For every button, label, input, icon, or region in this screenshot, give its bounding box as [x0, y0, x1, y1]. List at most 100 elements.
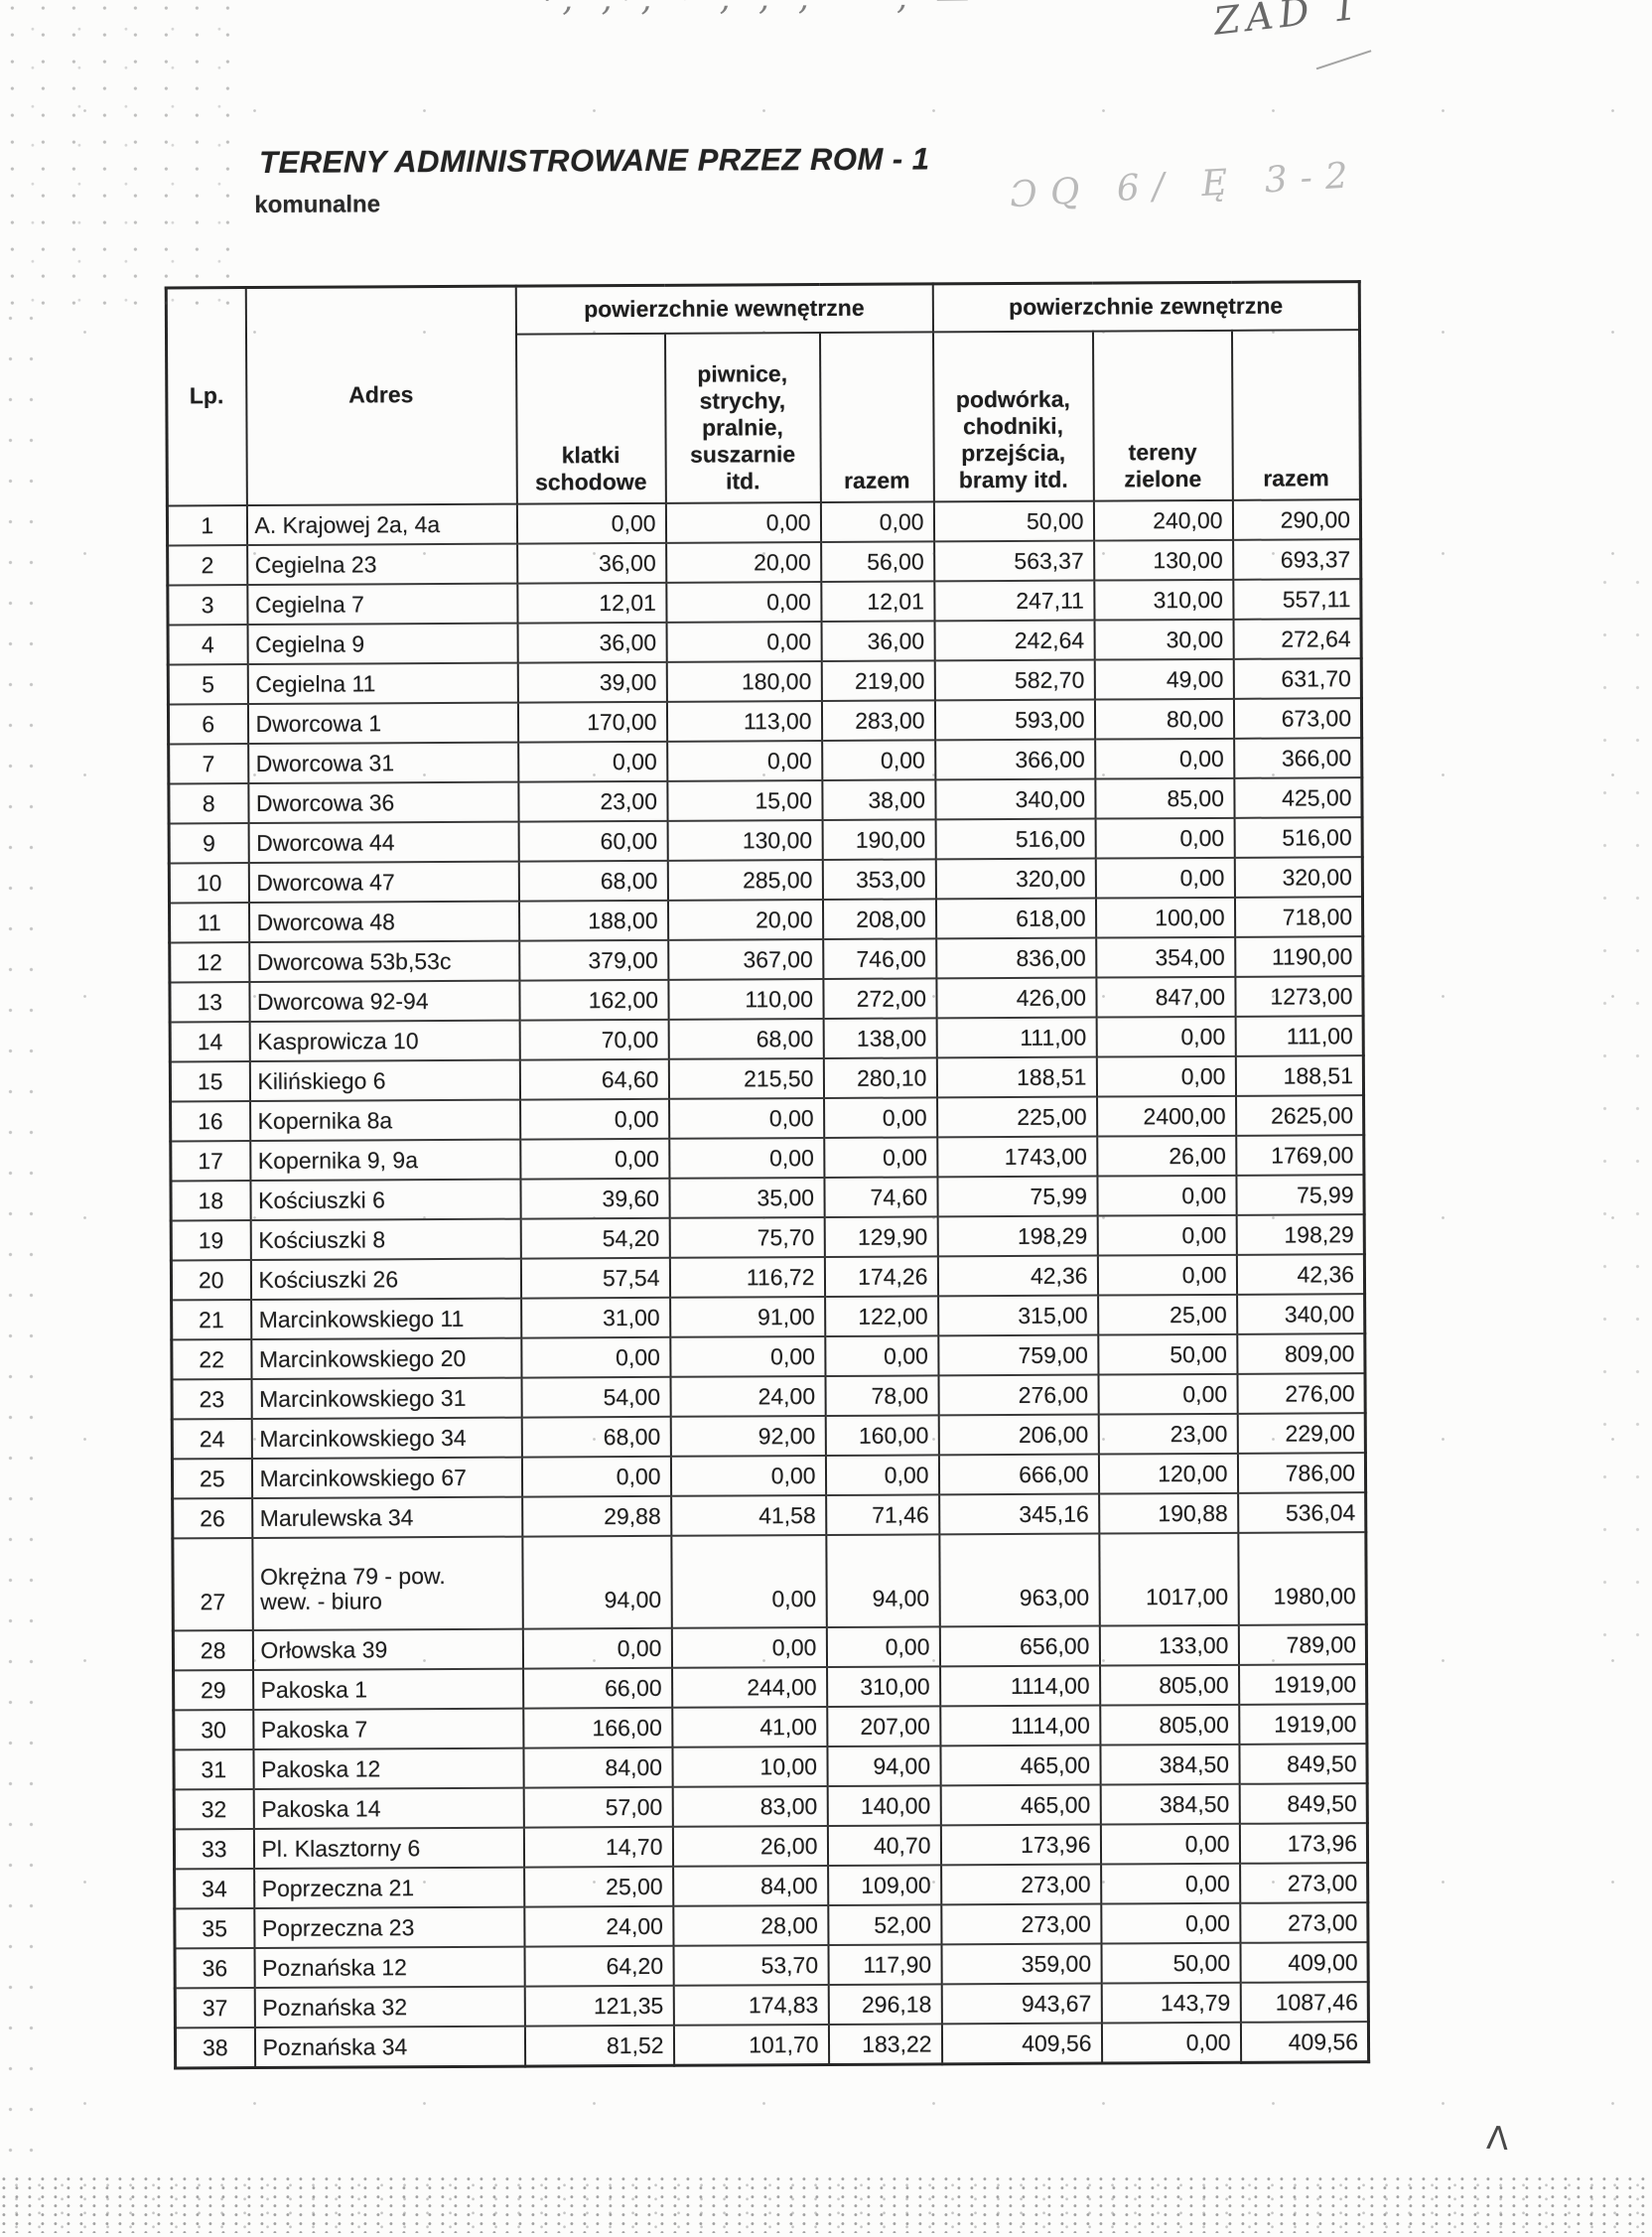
- area-value-cell: 100,00: [1095, 897, 1235, 938]
- address-cell: Pakoska 14: [253, 1787, 524, 1830]
- area-value-cell: 56,00: [820, 541, 934, 583]
- area-value-cell: 39,00: [517, 661, 667, 703]
- area-value-cell: 52,00: [827, 1904, 942, 1945]
- area-value-cell: 166,00: [522, 1707, 672, 1748]
- area-value-cell: 310,00: [826, 1666, 940, 1707]
- address-cell: Dworcowa 48: [248, 901, 519, 943]
- area-value-cell: 229,00: [1237, 1413, 1366, 1454]
- area-value-cell: 367,00: [667, 939, 823, 980]
- table-row: 37 Poznańska 32 121,35 174,83 296,18 943,67 14…: [175, 1982, 1369, 2028]
- address-cell: Kopernika 9, 9a: [249, 1139, 520, 1182]
- area-value-cell: 242,64: [934, 620, 1095, 661]
- area-value-cell: 180,00: [666, 661, 822, 702]
- area-value-cell: 208,00: [822, 899, 936, 940]
- area-value-cell: 20,00: [667, 900, 823, 940]
- area-value-cell: 190,88: [1098, 1492, 1238, 1534]
- area-value-cell: 272,00: [822, 978, 937, 1020]
- area-value-cell: 2400,00: [1096, 1095, 1236, 1137]
- address-cell: Pakoska 7: [252, 1708, 523, 1750]
- area-value-cell: 57,54: [520, 1257, 670, 1299]
- table-row: 5 Cegielna 11 39,00 180,00 219,00 582,70 49,00…: [168, 658, 1362, 705]
- row-number-cell: 11: [169, 903, 249, 943]
- handwriting-zad-label: ZAD 1: [1211, 0, 1365, 44]
- address-cell: Dworcowa 44: [248, 821, 519, 864]
- area-value-cell: 0,00: [668, 1138, 824, 1179]
- row-number-cell: 2: [167, 545, 247, 586]
- area-value-cell: 78,00: [824, 1375, 939, 1416]
- area-value-cell: 1017,00: [1098, 1532, 1239, 1626]
- row-number-cell: 18: [170, 1181, 251, 1221]
- area-value-cell: 0,00: [668, 1098, 824, 1139]
- area-value-cell: 109,00: [827, 1865, 941, 1905]
- row-number-cell: 31: [173, 1749, 254, 1790]
- area-value-cell: 593,00: [934, 699, 1095, 741]
- table-row: 21 Marcinkowskiego 11 31,00 91,00 122,00 315,…: [171, 1294, 1365, 1340]
- table-row: 11 Dworcowa 48 188,00 20,00 208,00 618,00 100,…: [169, 897, 1363, 943]
- table-row: 33 Pl. Klasztorny 6 14,70 26,00 40,70 173,96 0…: [174, 1823, 1368, 1870]
- area-value-cell: 2625,00: [1235, 1095, 1364, 1136]
- area-value-cell: 50,00: [1101, 1942, 1241, 1984]
- header-podworka-chodniki: podwórka, chodniki, przejścia, bramy itd…: [932, 331, 1094, 502]
- page-subtitle: komunalne: [254, 191, 381, 218]
- row-number-cell: 27: [172, 1538, 253, 1631]
- table-row: 6 Dworcowa 1 170,00 113,00 283,00 593,00 80,00…: [168, 698, 1362, 745]
- table-row: 29 Pakoska 1 66,00 244,00 310,00 1114,00 805,0…: [173, 1664, 1367, 1711]
- table-row: 36 Poznańska 12 64,20 53,70 117,90 359,00 50,0…: [175, 1942, 1369, 1989]
- area-value-cell: 1273,00: [1234, 976, 1364, 1017]
- area-value-cell: 122,00: [824, 1296, 938, 1336]
- address-cell: A. Krajowej 2a, 4a: [246, 503, 517, 546]
- area-value-cell: 0,00: [666, 741, 822, 781]
- area-value-cell: 273,00: [940, 1864, 1101, 1905]
- area-value-cell: 71,46: [825, 1494, 939, 1535]
- row-number-cell: 15: [170, 1061, 250, 1102]
- area-value-cell: 384,50: [1099, 1744, 1240, 1785]
- header-lp: Lp.: [166, 287, 247, 506]
- area-value-cell: 36,00: [517, 622, 667, 663]
- address-cell: Poznańska 32: [254, 1986, 525, 2028]
- address-cell: Poprzeczna 23: [253, 1906, 525, 1949]
- address-cell: Cegielna 23: [246, 543, 517, 586]
- address-cell: Dworcowa 36: [247, 781, 519, 824]
- area-value-cell: 198,29: [1236, 1214, 1365, 1255]
- area-value-cell: 789,00: [1238, 1624, 1367, 1665]
- area-value-cell: 54,20: [520, 1217, 670, 1259]
- row-number-cell: 30: [173, 1710, 253, 1750]
- area-value-cell: 563,37: [933, 540, 1094, 582]
- area-value-cell: 353,00: [822, 859, 936, 901]
- table-row: 7 Dworcowa 31 0,00 0,00 0,00 366,00 0,00 366,00: [168, 738, 1362, 784]
- address-cell: Marcinkowskiego 11: [250, 1298, 521, 1340]
- area-value-cell: 1919,00: [1238, 1704, 1367, 1745]
- address-cell: Dworcowa 31: [247, 742, 518, 784]
- address-cell: Dworcowa 53b,53c: [248, 940, 519, 983]
- area-value-cell: 12,01: [820, 581, 935, 623]
- handwriting-side-note: ƆQ 6/ Ę 3-2: [1009, 154, 1362, 216]
- area-value-cell: 693,37: [1232, 539, 1361, 580]
- table-row: 32 Pakoska 14 57,00 83,00 140,00 465,00 384,50…: [174, 1783, 1368, 1830]
- row-number-cell: 14: [170, 1022, 250, 1062]
- row-number-cell: 34: [174, 1869, 254, 1909]
- area-value-cell: 746,00: [822, 938, 936, 980]
- area-value-cell: 39,60: [519, 1178, 670, 1219]
- area-value-cell: 113,00: [666, 701, 822, 742]
- area-value-cell: 1114,00: [939, 1705, 1100, 1747]
- address-cell: Cegielna 7: [246, 583, 518, 626]
- area-value-cell: 280,10: [823, 1057, 937, 1099]
- area-value-cell: 41,58: [670, 1494, 826, 1536]
- area-value-cell: 207,00: [826, 1706, 940, 1747]
- area-value-cell: 0,00: [824, 1335, 939, 1376]
- area-value-cell: 963,00: [938, 1533, 1100, 1627]
- row-number-cell: 33: [174, 1829, 254, 1870]
- area-value-cell: 129,90: [824, 1216, 938, 1258]
- table-row: 2 Cegielna 23 36,00 20,00 56,00 563,37 130,00 6…: [167, 539, 1361, 586]
- area-value-cell: 0,00: [1095, 857, 1235, 899]
- areas-table: Lp. Adres powierzchnie wewnętrzne powier…: [164, 280, 1371, 2070]
- address-cell: Poznańska 34: [254, 2026, 525, 2068]
- area-value-cell: 0,00: [1100, 1863, 1240, 1904]
- area-value-cell: 0,00: [665, 502, 821, 543]
- row-number-cell: 10: [169, 863, 249, 904]
- area-value-cell: 536,04: [1237, 1492, 1366, 1533]
- row-number-cell: 17: [170, 1141, 250, 1182]
- area-value-cell: 117,90: [827, 1944, 942, 1985]
- table-body: 1 A. Krajowej 2a, 4a 0,00 0,00 0,00 50,00 240,…: [167, 499, 1369, 2068]
- row-number-cell: 19: [171, 1220, 251, 1261]
